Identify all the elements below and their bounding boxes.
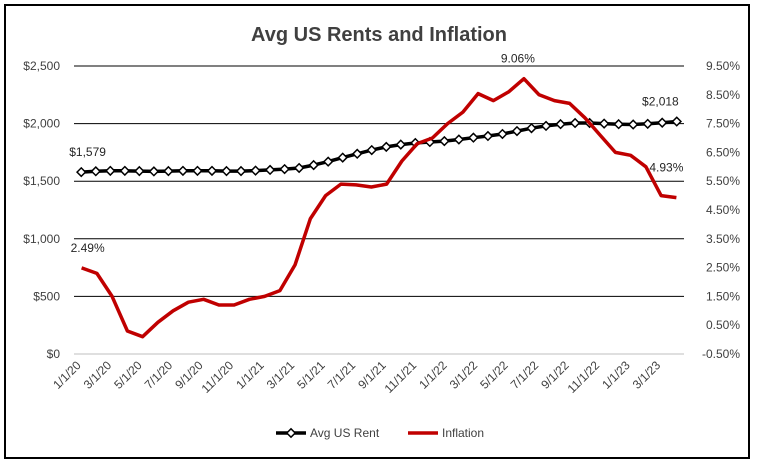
y-right-tick-label: 0.50% bbox=[706, 318, 740, 332]
rent-point bbox=[381, 141, 392, 153]
x-tick-label: 1/1/22 bbox=[416, 358, 450, 392]
x-tick-label: 5/1/20 bbox=[111, 358, 145, 392]
rent-point bbox=[642, 118, 653, 130]
rent-point bbox=[119, 165, 131, 177]
y-left-tick-label: $1,000 bbox=[23, 232, 60, 246]
x-tick-label: 3/1/22 bbox=[447, 358, 481, 392]
y-left-tick-label: $2,500 bbox=[23, 59, 60, 73]
rent-point bbox=[569, 117, 581, 129]
chart-title: Avg US Rents and Inflation bbox=[251, 24, 507, 46]
rent-point bbox=[497, 128, 508, 140]
y-left-tick-label: $500 bbox=[33, 289, 60, 303]
rent-point bbox=[163, 165, 174, 177]
rent-point bbox=[76, 166, 87, 178]
x-axis: 1/1/203/1/205/1/207/1/209/1/2011/1/201/1… bbox=[50, 358, 663, 396]
rent-point bbox=[221, 165, 232, 177]
x-tick-label: 1/1/20 bbox=[50, 358, 84, 392]
x-tick-label: 3/1/21 bbox=[264, 358, 298, 392]
data-label: 2.49% bbox=[71, 241, 105, 255]
data-label: $2,018 bbox=[642, 95, 679, 109]
rent-point bbox=[540, 120, 552, 132]
rent-point bbox=[148, 166, 160, 177]
rent-point bbox=[482, 130, 494, 142]
legend-label: Avg US Rent bbox=[310, 426, 380, 440]
rent-point bbox=[293, 162, 305, 174]
left-axis: $0 $500 $1,000 $1,500 $2,000 $2,500 bbox=[23, 59, 60, 361]
x-tick-label: 7/1/20 bbox=[142, 358, 176, 392]
data-label: 9.06% bbox=[501, 52, 535, 66]
x-tick-label: 3/1/23 bbox=[630, 358, 664, 392]
legend-marker bbox=[285, 427, 297, 439]
rent-point bbox=[177, 165, 189, 177]
rent-point bbox=[206, 165, 218, 177]
y-right-tick-label: 4.50% bbox=[706, 203, 740, 217]
series-line-avg-us-rent bbox=[81, 119, 677, 174]
rent-point bbox=[264, 164, 276, 176]
rent-point bbox=[192, 165, 203, 177]
legend-label: Inflation bbox=[442, 426, 484, 440]
y-right-tick-label: -0.50% bbox=[702, 347, 740, 361]
y-right-tick-label: 1.50% bbox=[706, 289, 740, 303]
data-label: 4.93% bbox=[649, 161, 683, 175]
chart-svg: Avg US Rents and Inflation $0$500$1,000$… bbox=[23, 24, 740, 440]
rent-point bbox=[627, 119, 639, 130]
rent-point bbox=[395, 139, 407, 150]
rent-point bbox=[351, 148, 363, 160]
rent-point bbox=[526, 122, 537, 134]
x-tick-label: 7/1/22 bbox=[508, 358, 542, 392]
x-tick-label: 11/1/22 bbox=[565, 358, 603, 396]
rent-point bbox=[366, 144, 377, 156]
rent-point bbox=[279, 163, 290, 175]
chart-frame: Avg US Rents and Inflation $0 $500 $1,000 $… bbox=[4, 4, 750, 459]
y-right-tick-label: 6.50% bbox=[706, 145, 740, 159]
y-right-tick-label: 2.50% bbox=[706, 261, 740, 275]
rent-point bbox=[105, 165, 116, 177]
x-tick-label: 7/1/21 bbox=[325, 358, 359, 392]
right-axis: -0.50% 0.50% 1.50% 2.50% 3.50% 4.50% 5.50% 6.50… bbox=[702, 59, 740, 361]
rent-point bbox=[250, 165, 261, 176]
rent-point bbox=[468, 132, 479, 143]
rent-point bbox=[598, 118, 610, 129]
x-tick-label: 5/1/21 bbox=[294, 358, 328, 392]
rent-point bbox=[671, 116, 682, 127]
y-right-tick-label: 9.50% bbox=[706, 59, 740, 73]
x-tick-label: 1/1/21 bbox=[233, 358, 267, 392]
series-line-inflation bbox=[81, 76, 677, 339]
rent-point bbox=[453, 134, 465, 145]
x-tick-label: 1/1/23 bbox=[599, 358, 633, 392]
y-left-tick-label: $0 bbox=[47, 347, 61, 361]
rent-point bbox=[613, 118, 624, 130]
rent-point bbox=[134, 165, 145, 177]
rent-point bbox=[656, 117, 668, 128]
rent-point bbox=[235, 165, 247, 177]
y-right-tick-label: 8.50% bbox=[706, 88, 740, 102]
data-labels-layer: $1,579 $2,018 2.49% 9.06% 4.93% bbox=[69, 52, 683, 255]
x-tick-label: 11/1/21 bbox=[382, 358, 420, 396]
rent-point bbox=[555, 118, 566, 130]
x-tick-label: 5/1/22 bbox=[477, 358, 511, 392]
grid-layer bbox=[74, 65, 684, 355]
x-tick-label: 11/1/20 bbox=[199, 358, 237, 396]
y-right-tick-label: 3.50% bbox=[706, 232, 740, 246]
rent-point bbox=[439, 135, 450, 147]
rent-point bbox=[322, 156, 334, 167]
y-right-tick-label: 5.50% bbox=[706, 174, 740, 188]
series-layer bbox=[76, 76, 682, 339]
rent-point bbox=[90, 166, 102, 177]
rent-point bbox=[308, 159, 319, 171]
y-right-tick-label: 7.50% bbox=[706, 117, 740, 131]
rent-point bbox=[337, 152, 348, 163]
legend: Avg US Rent Inflation bbox=[276, 426, 484, 440]
y-left-tick-label: $2,000 bbox=[23, 117, 60, 131]
data-label: $1,579 bbox=[69, 145, 106, 159]
rent-point bbox=[511, 125, 523, 137]
x-tick-label: 3/1/20 bbox=[81, 358, 115, 392]
y-left-tick-label: $1,500 bbox=[23, 174, 60, 188]
